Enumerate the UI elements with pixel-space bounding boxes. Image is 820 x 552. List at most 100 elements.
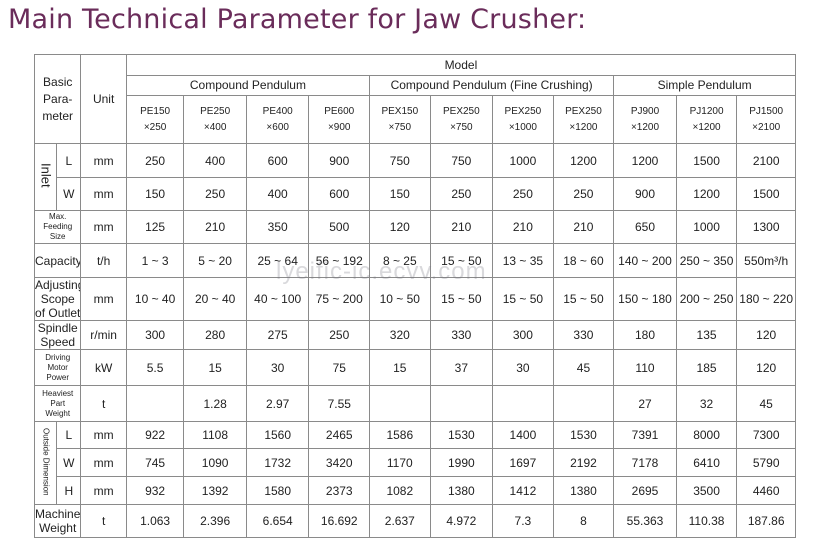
- value-cell: 25 ~ 64: [245, 243, 310, 278]
- model-header-cell: PEX250 ×1000: [492, 95, 554, 144]
- value-cell: 320: [369, 320, 431, 350]
- row-unit: t: [80, 385, 127, 422]
- value-cell: 1380: [429, 476, 494, 505]
- value-cell: 1090: [183, 448, 247, 477]
- value-cell: 125: [125, 210, 185, 244]
- value-cell: 30: [492, 349, 554, 386]
- value-cell: 1586: [369, 421, 431, 449]
- value-cell: 45: [736, 385, 796, 422]
- row-label: Adjusting Scope of Outlet: [33, 277, 82, 321]
- value-cell: 180 ~ 220: [736, 277, 796, 321]
- value-cell: 745: [125, 448, 185, 477]
- value-cell: 1.063: [125, 504, 185, 538]
- row-label: Capacity: [33, 243, 82, 278]
- value-cell: 1000: [492, 143, 554, 178]
- model-header-cell: PJ1200 ×1200: [675, 95, 738, 144]
- value-cell: 7391: [613, 421, 677, 449]
- value-cell: 1580: [245, 476, 310, 505]
- outside-dimension-group-label: Outside Dimension: [33, 421, 58, 505]
- value-cell: [429, 385, 494, 422]
- row-unit: mm: [80, 448, 127, 477]
- model-header-cell: PJ1500 ×2100: [736, 95, 796, 144]
- value-cell: 1.28: [183, 385, 247, 422]
- row-sublabel: L: [56, 143, 82, 178]
- value-cell: 275: [245, 320, 310, 350]
- value-cell: 7300: [736, 421, 796, 449]
- row-label: Machine Weight: [33, 504, 82, 538]
- value-cell: 2465: [308, 421, 371, 449]
- value-cell: 135: [675, 320, 738, 350]
- row-unit: t: [80, 504, 127, 538]
- value-cell: 40 ~ 100: [245, 277, 310, 321]
- value-cell: 330: [429, 320, 494, 350]
- row-label: Spindle Speed: [33, 320, 82, 350]
- row-label: Heaviest Part Weight: [33, 385, 82, 422]
- value-cell: [369, 385, 431, 422]
- value-cell: 5 ~ 20: [183, 243, 247, 278]
- value-cell: 7.3: [492, 504, 554, 538]
- value-cell: 500: [308, 210, 371, 244]
- row-sublabel: W: [56, 177, 82, 211]
- value-cell: 650: [613, 210, 677, 244]
- model-header-cell: PEX250 ×750: [429, 95, 494, 144]
- value-cell: 7.55: [308, 385, 371, 422]
- value-cell: 6.654: [245, 504, 310, 538]
- value-cell: 300: [492, 320, 554, 350]
- value-cell: 1 ~ 3: [125, 243, 185, 278]
- value-cell: 120: [736, 349, 796, 386]
- value-cell: 120: [736, 320, 796, 350]
- inlet-group-label: Inlet: [33, 143, 58, 211]
- value-cell: 3420: [308, 448, 371, 477]
- value-cell: 150: [369, 177, 431, 211]
- model-header-cell: PJ900 ×1200: [613, 95, 677, 144]
- value-cell: 600: [308, 177, 371, 211]
- value-cell: 2100: [736, 143, 796, 178]
- value-cell: 1530: [552, 421, 615, 449]
- value-cell: 5790: [736, 448, 796, 477]
- row-unit: mm: [80, 277, 127, 321]
- row-unit: mm: [80, 177, 127, 211]
- watermark: lyeific-ic.ecvv.com: [276, 258, 487, 285]
- row-unit: mm: [80, 143, 127, 178]
- value-cell: 27: [613, 385, 677, 422]
- value-cell: 210: [552, 210, 615, 244]
- value-cell: 1412: [492, 476, 554, 505]
- value-cell: 280: [183, 320, 247, 350]
- value-cell: 250 ~ 350: [675, 243, 738, 278]
- value-cell: 1380: [552, 476, 615, 505]
- row-sublabel: L: [56, 421, 82, 449]
- value-cell: 1500: [675, 143, 738, 178]
- value-cell: 1392: [183, 476, 247, 505]
- value-cell: 4.972: [429, 504, 494, 538]
- value-cell: 8: [552, 504, 615, 538]
- model-header-cell: PEX150 ×750: [369, 95, 431, 144]
- value-cell: 20 ~ 40: [183, 277, 247, 321]
- page-title: Main Technical Parameter for Jaw Crusher…: [8, 4, 587, 35]
- value-cell: 2373: [308, 476, 371, 505]
- value-cell: 15: [369, 349, 431, 386]
- value-cell: 187.86: [736, 504, 796, 538]
- value-cell: 1560: [245, 421, 310, 449]
- value-cell: 10 ~ 50: [369, 277, 431, 321]
- value-cell: 16.692: [308, 504, 371, 538]
- row-unit: mm: [80, 210, 127, 244]
- value-cell: 330: [552, 320, 615, 350]
- value-cell: 180: [613, 320, 677, 350]
- value-cell: 210: [429, 210, 494, 244]
- group-simple-pendulum: Simple Pendulum: [613, 75, 796, 96]
- value-cell: 8000: [675, 421, 738, 449]
- value-cell: 15 ~ 50: [429, 243, 494, 278]
- row-sublabel: H: [56, 476, 82, 505]
- model-header-cell: PEX250 ×1200: [552, 95, 615, 144]
- value-cell: 1200: [552, 143, 615, 178]
- value-cell: 250: [552, 177, 615, 211]
- value-cell: 210: [492, 210, 554, 244]
- value-cell: 32: [675, 385, 738, 422]
- value-cell: 37: [429, 349, 494, 386]
- value-cell: 15 ~ 50: [429, 277, 494, 321]
- value-cell: 900: [613, 177, 677, 211]
- value-cell: 150 ~ 180: [613, 277, 677, 321]
- value-cell: 350: [245, 210, 310, 244]
- group-compound-fine: Compound Pendulum (Fine Crushing): [369, 75, 615, 96]
- value-cell: 550m³/h: [736, 243, 796, 278]
